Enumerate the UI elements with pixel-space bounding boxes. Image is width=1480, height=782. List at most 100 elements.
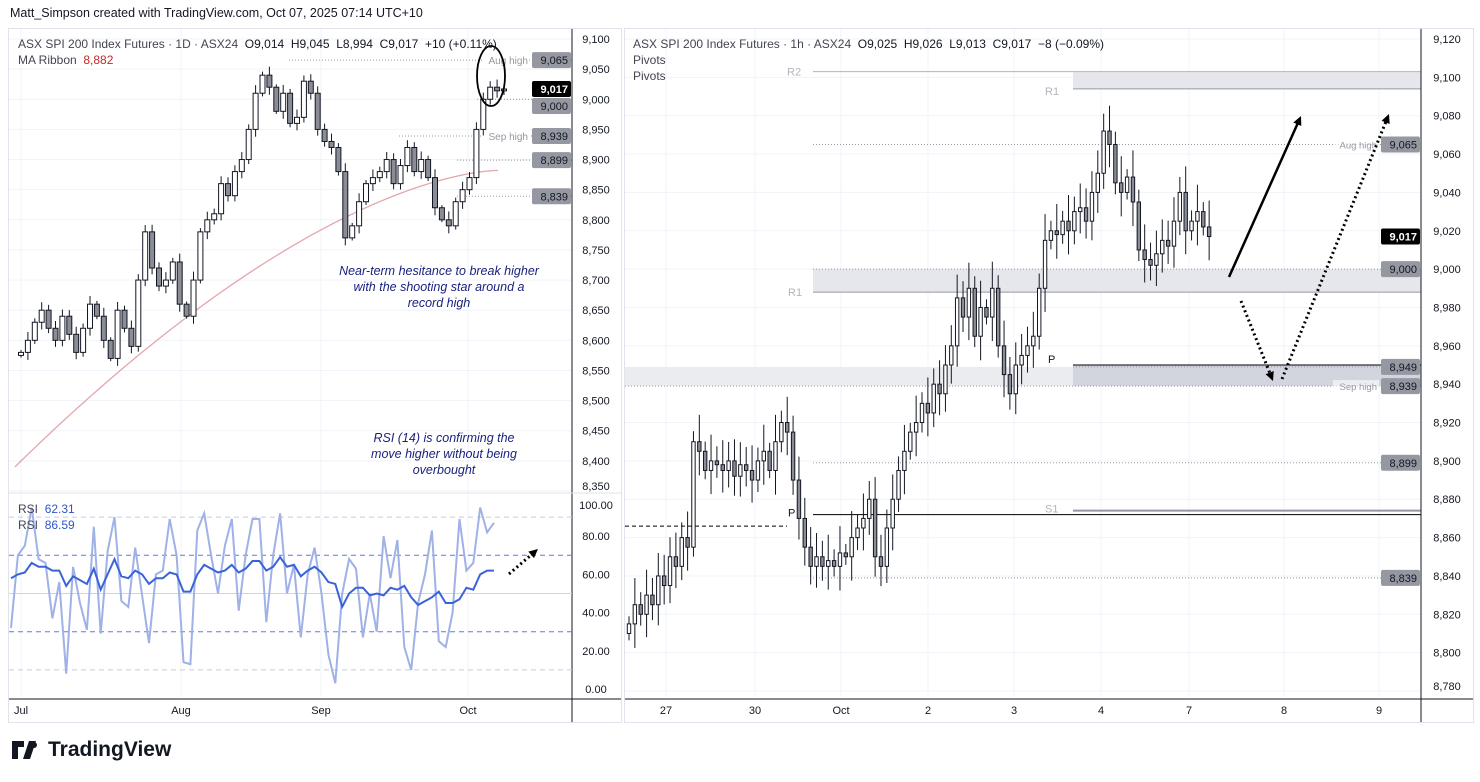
y-tick-label: 8,920 [1433, 418, 1461, 430]
annotation-shooting-star: Near-term hesitance to break higher with… [339, 264, 539, 310]
tradingview-logo[interactable]: TradingView [12, 738, 171, 762]
daily-candle [211, 213, 218, 221]
y-tick-label: 9,100 [582, 34, 610, 46]
level-label-bg [1333, 380, 1379, 393]
hourly-candle [1066, 220, 1071, 232]
hourly-candle [744, 464, 749, 471]
daily-candle [321, 128, 328, 142]
hourly-candle [773, 441, 778, 471]
hourly-candle [849, 537, 854, 558]
hourly-candle [925, 402, 931, 414]
hourly-candle [1054, 230, 1059, 236]
daily-candle [307, 80, 314, 94]
daily-candle [452, 201, 459, 227]
ohlc-open: O9,014 [244, 37, 285, 51]
pivots-legend-2[interactable]: Pivots [633, 69, 666, 83]
daily-chart-panel[interactable]: 9,100 9,050 9,000 8,950 8,900 8,850 8,800 8,750… [8, 28, 622, 723]
daily-candle [183, 303, 190, 317]
hourly-candle [884, 527, 890, 567]
ma-ribbon-legend[interactable]: MA Ribbon 8,882 [18, 53, 113, 67]
bullish-arrow-head [1293, 116, 1302, 126]
daily-candle [487, 86, 494, 100]
hourly-candle [831, 560, 837, 567]
hourly-candle [1130, 176, 1136, 203]
hourly-candle [1060, 220, 1065, 236]
daily-candle [404, 146, 411, 167]
rsi-legend-1[interactable]: RSI 62.31 [18, 502, 75, 516]
hourly-candle [1078, 207, 1083, 213]
ohlc-open: O9,025 [857, 37, 898, 51]
pivot-label: S1 [1045, 504, 1058, 516]
daily-candle [197, 231, 204, 281]
hourly-candle [995, 287, 1001, 347]
daily-candle [294, 116, 300, 124]
hourly-candle [1083, 207, 1089, 222]
hourly-candle [931, 383, 936, 414]
hourly-candle [661, 575, 667, 587]
y-tick-label: 9,060 [1433, 149, 1461, 161]
daily-candle [480, 98, 487, 130]
hourly-candle [749, 469, 755, 481]
daily-candle [107, 339, 114, 359]
hourly-candle [1136, 201, 1142, 251]
pivots-legend-1[interactable]: Pivots [633, 53, 666, 67]
hourly-candle [1142, 249, 1147, 261]
ohlc-low: L9,013 [949, 37, 986, 51]
hourly-candle [966, 287, 972, 318]
ohlc-close: C9,017 [992, 37, 1032, 51]
daily-candle [18, 351, 24, 356]
daily-candle [162, 279, 169, 287]
daily-candle [335, 146, 342, 173]
daily-chart-svg[interactable]: 9,100 9,050 9,000 8,950 8,900 8,850 8,800 8,750… [9, 29, 621, 722]
y-tick-label: 8,400 [582, 456, 610, 468]
hourly-candle [720, 464, 725, 471]
y-tick-label: 8,600 [582, 335, 610, 347]
daily-chart-header: ASX SPI 200 Index Futures · 1D · ASX24 O… [18, 37, 497, 51]
shooting-star-circle [476, 45, 506, 107]
hourly-candle [714, 460, 720, 466]
hourly-candle [779, 422, 784, 443]
hourly-candle [1031, 335, 1036, 347]
daily-candle [280, 92, 287, 112]
y-tick-label: 8,880 [1433, 494, 1461, 506]
rebound-arrow [1280, 119, 1389, 380]
x-tick-label: Sep [311, 705, 331, 717]
daily-candle [466, 177, 473, 191]
pullback-arrow-head [1265, 371, 1274, 381]
pullback-arrow [1239, 300, 1273, 376]
y-tick-label: 8,700 [582, 275, 610, 287]
hourly-candle [890, 498, 895, 529]
daily-candle [363, 183, 369, 203]
hourly-chart-svg[interactable]: 9,120 9,100 9,080 9,060 9,040 9,020 9,000 8,980… [625, 29, 1473, 722]
hourly-candle [755, 460, 761, 481]
hourly-chart-panel[interactable]: 9,120 9,100 9,080 9,060 9,040 9,020 9,000 8,980… [624, 28, 1474, 723]
hourly-candle [984, 306, 989, 318]
hourly-candle [1007, 374, 1013, 395]
tradingview-logo-icon [12, 741, 37, 759]
hourly-candle [796, 479, 802, 519]
annotation-rsi: RSI (14) is confirming the move higher w… [371, 431, 517, 477]
x-tick-label: 8 [1281, 705, 1287, 717]
ohlc-high: H9,026 [903, 37, 943, 51]
hourly-candle [656, 575, 661, 606]
daily-candle [349, 225, 356, 239]
daily-candle [87, 303, 93, 329]
price-tag-bg [1381, 569, 1420, 586]
daily-candle [169, 261, 176, 281]
hourly-candle [790, 431, 796, 481]
ma-ribbon-value: 8,882 [83, 53, 114, 67]
price-tag-bg [532, 188, 571, 205]
rsi-legend-2[interactable]: RSI 86.59 [18, 518, 75, 532]
price-tag: 9,017 [540, 84, 568, 96]
daily-candle [252, 92, 259, 130]
hourly-candle [954, 297, 960, 347]
price-tag-bg [532, 98, 571, 115]
ma-ribbon-label: MA Ribbon [18, 53, 77, 67]
hourly-candle [1177, 191, 1183, 222]
daily-candle [135, 279, 142, 347]
daily-candle [273, 86, 280, 112]
hourly-candle [919, 402, 925, 424]
level-label-bg [483, 53, 529, 67]
price-tag: 9,017 [1389, 232, 1417, 244]
y-tick-label: 8,350 [582, 481, 610, 493]
